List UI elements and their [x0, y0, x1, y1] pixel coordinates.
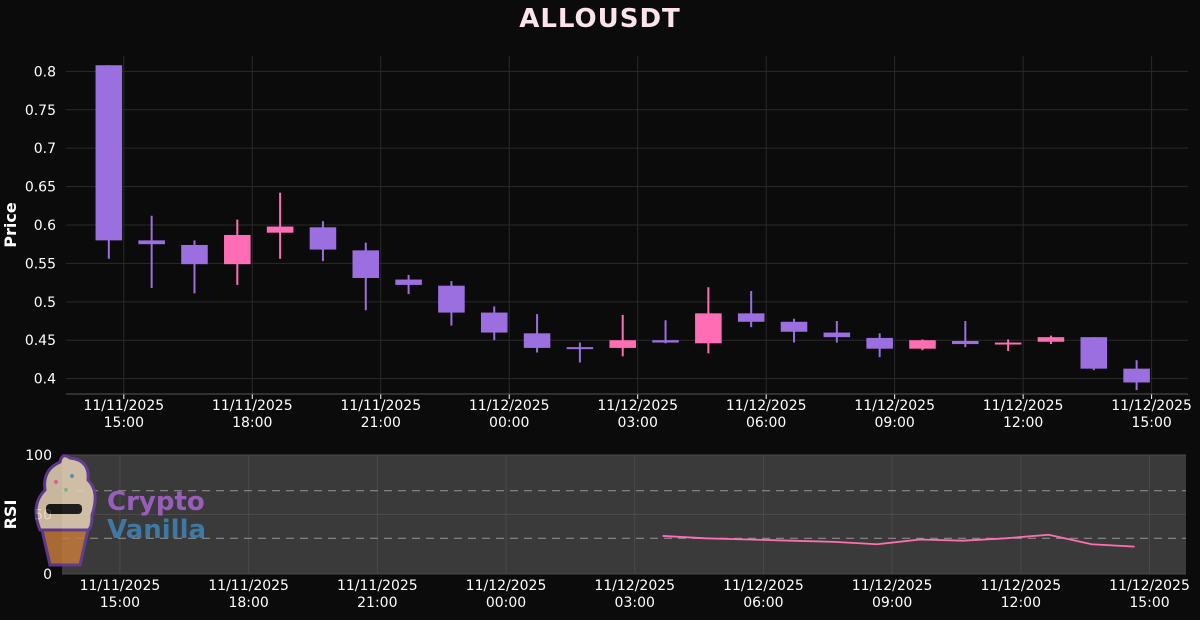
candle-body: [224, 234, 251, 265]
rsi-xtick-time: 18:00: [228, 595, 268, 611]
rsi-panel: 11/11/202515:0011/11/202518:0011/11/2025…: [1, 448, 1190, 611]
price-xtick-time: 03:00: [618, 415, 658, 431]
candle-body: [866, 337, 893, 349]
candle-body: [266, 226, 294, 233]
price-xtick-time: 06:00: [746, 415, 786, 431]
price-ytick-label: 0.4: [34, 372, 56, 388]
candle-body: [695, 313, 722, 344]
price-ytick-label: 0.75: [25, 103, 56, 119]
price-xtick-time: 18:00: [232, 415, 272, 431]
price-ytick-label: 0.55: [25, 256, 56, 272]
candle-body: [952, 340, 979, 345]
price-xtick-date: 11/12/2025: [983, 398, 1064, 414]
price-xtick-time: 09:00: [874, 415, 914, 431]
candle-body: [1080, 337, 1108, 369]
watermark-line1: Crypto: [107, 487, 205, 517]
price-ytick-label: 0.65: [25, 180, 56, 196]
price-ytick-label: 0.45: [25, 333, 56, 349]
ice-cream-logo-icon: [34, 454, 97, 567]
price-xtick-time: 00:00: [489, 415, 529, 431]
rsi-axis-label: RSI: [1, 500, 20, 530]
price-ytick-label: 0.5: [34, 295, 56, 311]
watermark-line2: Vanilla: [107, 515, 206, 545]
candle-body: [780, 321, 808, 332]
candle-body: [652, 340, 679, 343]
rsi-ytick-label: 100: [25, 448, 52, 464]
candle-body: [523, 333, 551, 348]
candle-body: [352, 250, 380, 279]
candle-body: [609, 340, 636, 348]
price-xtick-date: 11/12/2025: [597, 398, 678, 414]
price-xtick-time: 15:00: [104, 415, 144, 431]
candle-body: [181, 244, 208, 265]
rsi-xtick-date: 11/12/2025: [466, 578, 547, 594]
candle-body: [438, 285, 465, 313]
price-xtick-date: 11/12/2025: [1111, 398, 1192, 414]
candle-body: [480, 312, 508, 333]
rsi-xtick-date: 11/12/2025: [1109, 578, 1190, 594]
price-axis-label: Price: [1, 202, 20, 248]
price-xtick-time: 12:00: [1003, 415, 1043, 431]
candle-body: [309, 227, 337, 250]
price-ytick-label: 0.7: [34, 141, 56, 157]
candle-body: [1037, 337, 1065, 342]
candle-body: [994, 342, 1022, 345]
rsi-xtick-date: 11/12/2025: [980, 578, 1061, 594]
candle-body: [95, 65, 123, 241]
rsi-xtick-date: 11/12/2025: [594, 578, 675, 594]
candle-body: [566, 347, 594, 350]
rsi-xtick-time: 09:00: [872, 595, 912, 611]
price-xtick-date: 11/12/2025: [469, 398, 550, 414]
candle-body: [395, 279, 422, 285]
price-xtick-date: 11/11/2025: [340, 398, 421, 414]
candle-body: [138, 240, 165, 245]
candle-body: [1123, 368, 1150, 383]
rsi-xtick-date: 11/11/2025: [208, 578, 289, 594]
price-panel: 0.4 0.45 0.5 0.55 0.6 0.65 0.7 0.75 0.8 11/11/202…: [1, 56, 1192, 431]
price-xtick-time: 21:00: [361, 415, 401, 431]
crypto-vanilla-watermark: Crypto Vanilla: [34, 454, 206, 567]
price-xtick-date: 11/11/2025: [212, 398, 293, 414]
rsi-series-line: [662, 533, 1135, 548]
rsi-xtick-date: 11/11/2025: [337, 578, 418, 594]
price-ytick-label: 0.6: [34, 218, 56, 234]
price-xtick-date: 11/12/2025: [854, 398, 935, 414]
rsi-xtick-date: 11/12/2025: [723, 578, 804, 594]
rsi-xtick-time: 15:00: [1129, 595, 1169, 611]
rsi-xtick-time: 15:00: [100, 595, 140, 611]
rsi-xtick-time: 03:00: [615, 595, 655, 611]
rsi-xtick-date: 11/11/2025: [80, 578, 161, 594]
price-ytick-label: 0.8: [34, 64, 56, 80]
candle-body: [909, 340, 936, 349]
rsi-ytick-label: 0: [43, 567, 52, 583]
price-xtick-date: 11/12/2025: [726, 398, 807, 414]
price-xtick-time: 15:00: [1131, 415, 1171, 431]
rsi-xtick-time: 06:00: [743, 595, 783, 611]
rsi-xtick-time: 00:00: [486, 595, 526, 611]
rsi-xtick-time: 21:00: [357, 595, 397, 611]
chart-title: ALLOUSDT: [519, 4, 681, 34]
candle-body: [737, 313, 765, 322]
price-xtick-date: 11/11/2025: [83, 398, 164, 414]
candle-body: [823, 332, 851, 338]
rsi-xtick-date: 11/12/2025: [852, 578, 933, 594]
rsi-xtick-time: 12:00: [1001, 595, 1041, 611]
